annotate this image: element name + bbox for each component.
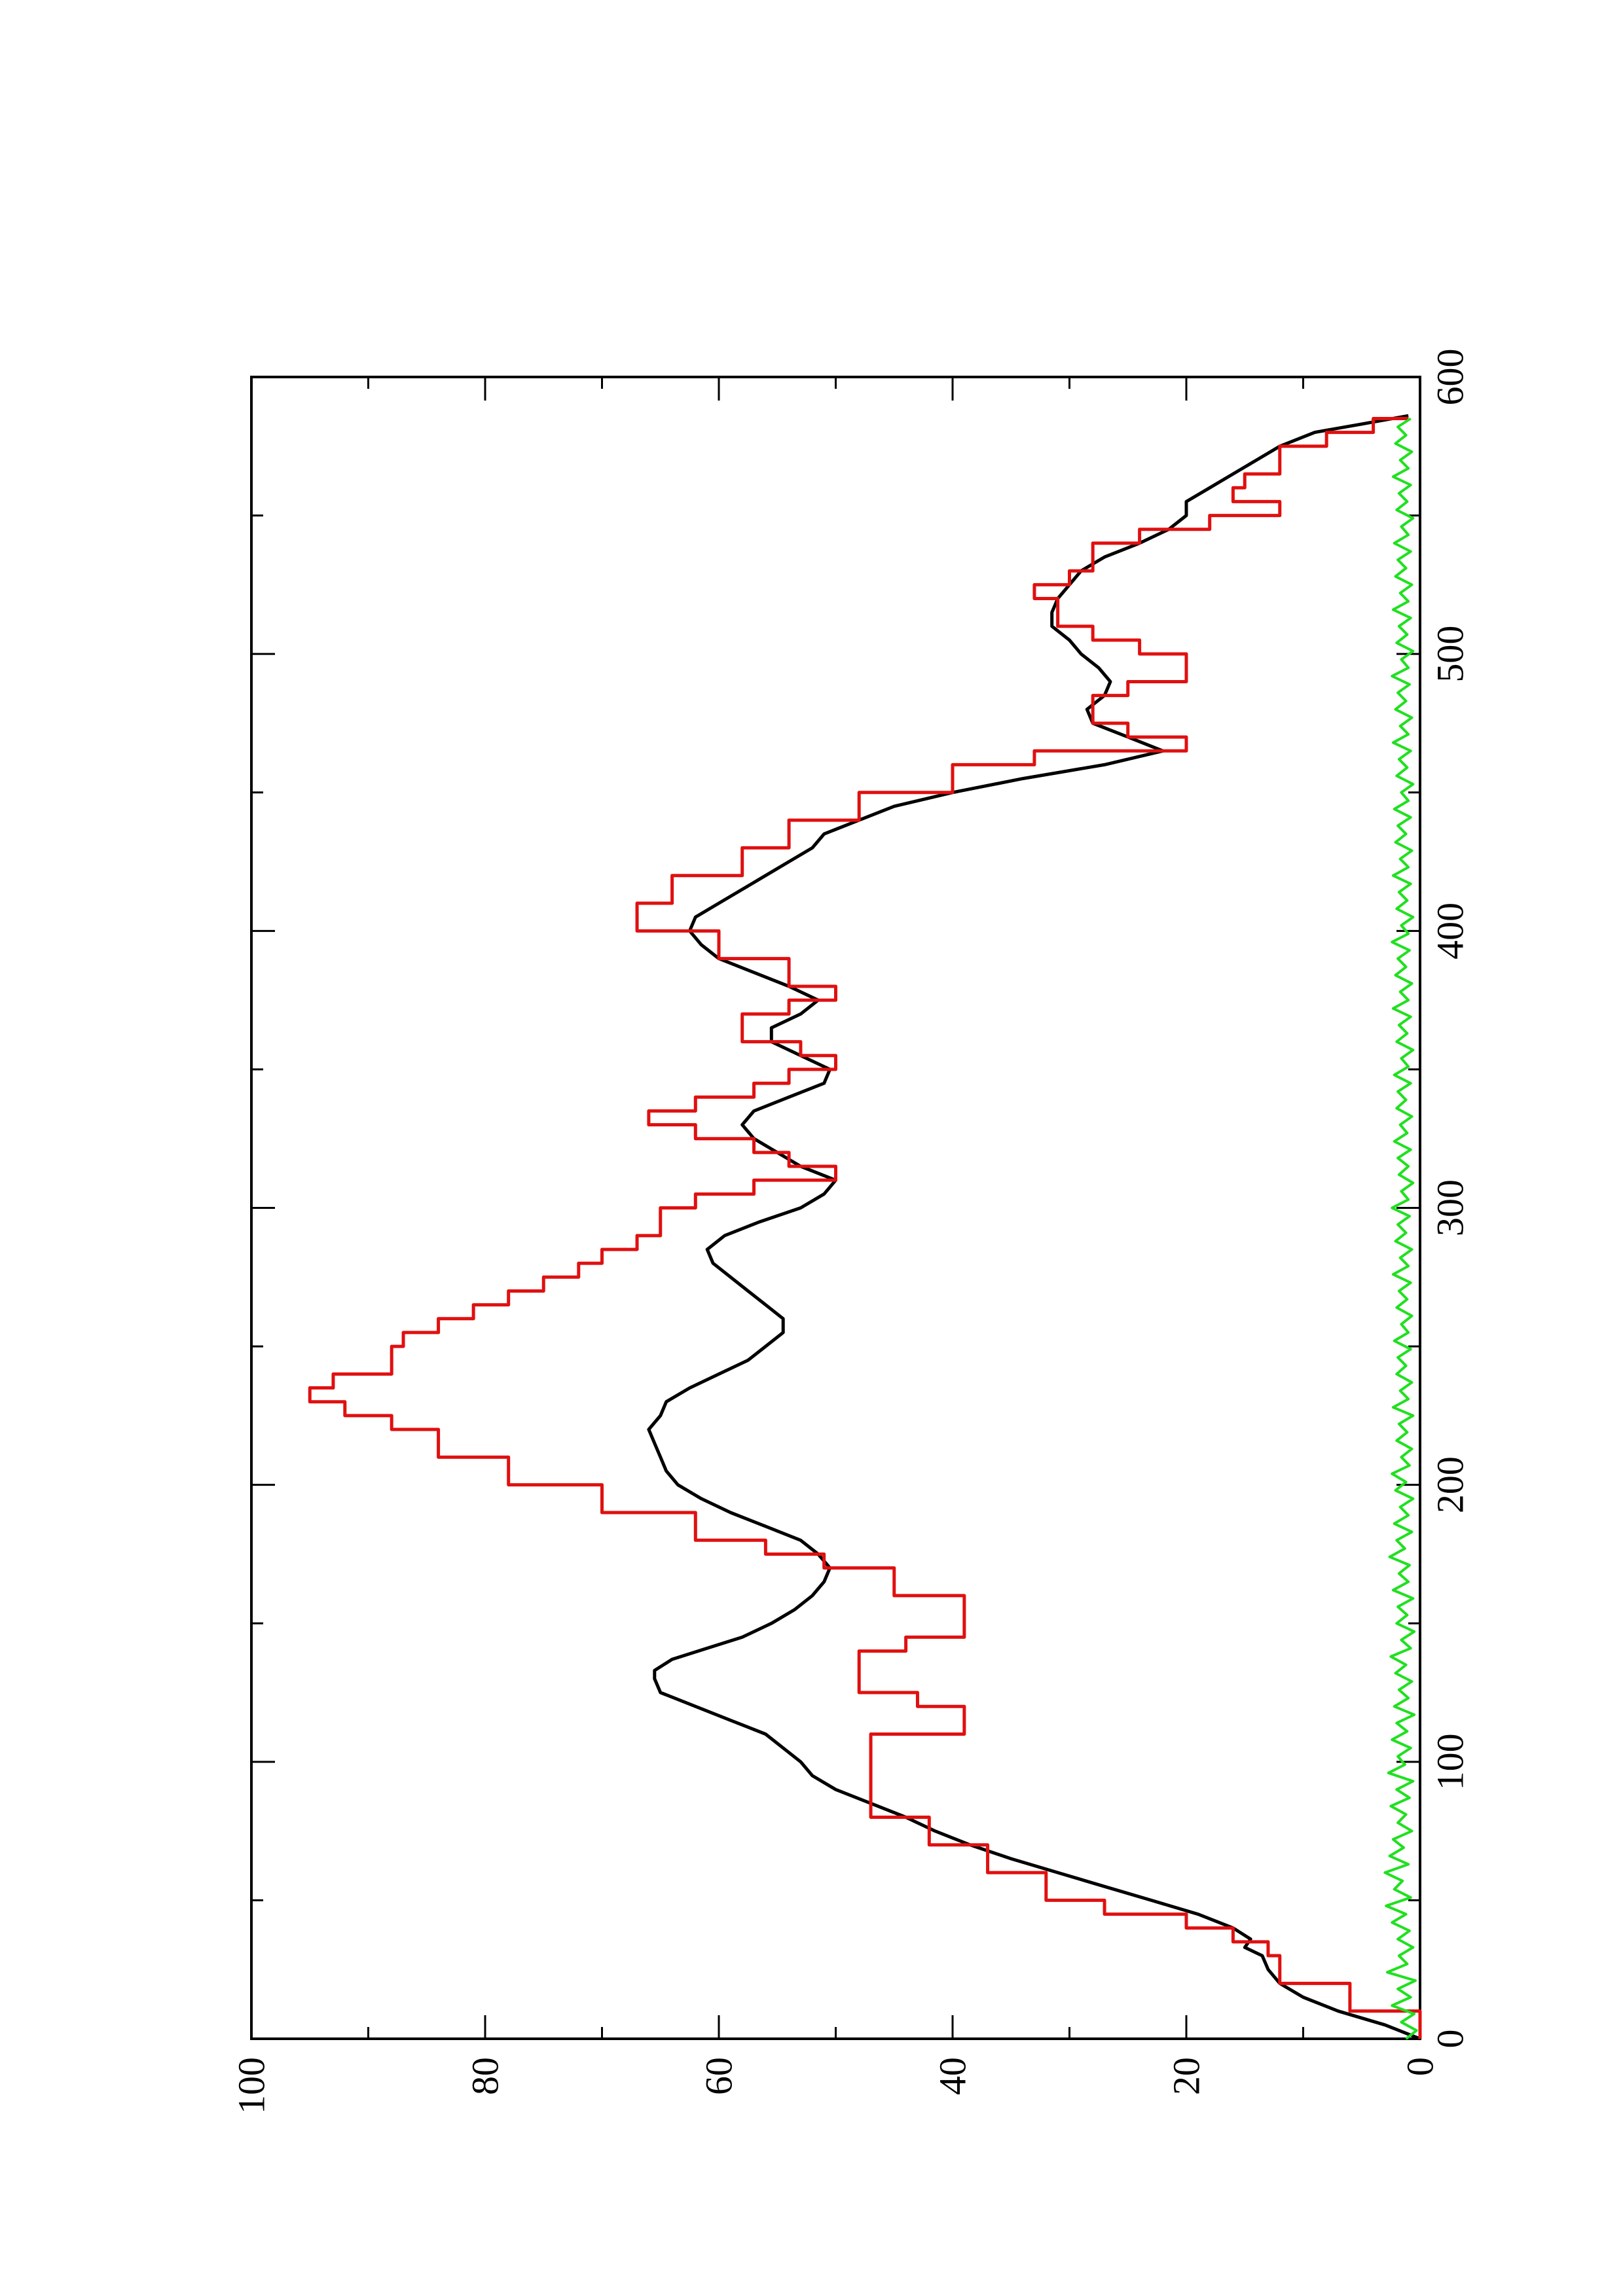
x-tick-label: 600	[1429, 349, 1472, 406]
x-tick-label: 300	[1429, 1179, 1472, 1236]
y-tick-label: 20	[1165, 2057, 1208, 2095]
series-2	[308, 416, 1422, 2039]
x-tick-label: 400	[1429, 903, 1472, 960]
x-tick-label: 100	[1429, 1733, 1472, 1790]
x-tick-label: 200	[1429, 1456, 1472, 1513]
y-tick-label: 80	[464, 2057, 507, 2095]
series-line	[647, 414, 1421, 2041]
series-layer	[308, 414, 1422, 2041]
series-3	[1383, 417, 1418, 2040]
y-tick-label: 60	[698, 2057, 740, 2095]
axis-ticks	[250, 376, 1421, 2040]
y-tick-label: 0	[1399, 2057, 1442, 2076]
series-1	[647, 414, 1421, 2041]
x-tick-label: 500	[1429, 626, 1472, 683]
tick-labels: 0 100 200 300 400 500 600 0 20 40 60 80 100	[230, 349, 1472, 2115]
x-tick-label: 0	[1429, 2030, 1472, 2049]
series-line	[308, 416, 1422, 2039]
series-line	[1383, 417, 1418, 2040]
y-tick-label: 100	[230, 2057, 273, 2114]
y-tick-label: 40	[932, 2057, 974, 2095]
